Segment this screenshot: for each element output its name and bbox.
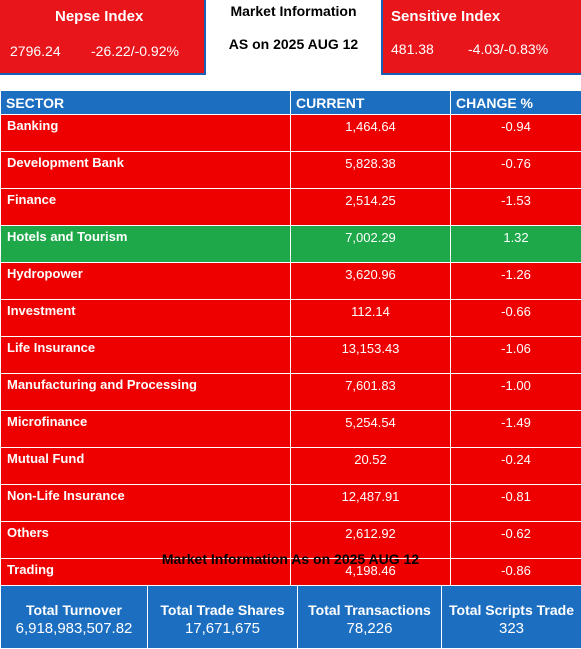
total-value: 323 [498,620,525,637]
sensitive-index-title: Sensitive Index [391,8,501,25]
total-label: Total Scripts Trade [449,602,574,618]
sector-name: Development Bank [0,151,291,189]
sector-name: Manufacturing and Processing [0,373,291,411]
totals-row: Total Turnover 6,918,983,507.82 Total Trad… [0,585,581,649]
sector-name: Life Insurance [0,336,291,374]
nepse-index-change: -26.22/-0.92% [91,43,179,59]
total-value: 78,226 [346,620,393,637]
nepse-index-value: 2796.24 [10,43,61,59]
total-cell: Total Trade Shares 17,671,675 [147,585,298,649]
sector-change: -0.24 [450,447,581,485]
sector-change: -1.00 [450,373,581,411]
header-sector: SECTOR [0,90,291,115]
total-label: Total Trade Shares [160,602,285,618]
table-row: Banking 1,464.64 -0.94 [0,114,581,152]
table-row: Others 2,612.92 -0.62 [0,521,581,559]
total-label: Total Turnover [26,602,122,618]
sector-change: -0.81 [450,484,581,522]
table-row: Non-Life Insurance 12,487.91 -0.81 [0,484,581,522]
table-row: Hotels and Tourism 7,002.29 1.32 [0,225,581,263]
sector-change: -1.06 [450,336,581,374]
sector-name: Hotels and Tourism [0,225,291,263]
sensitive-index-value: 481.38 [391,41,434,57]
total-cell: Total Turnover 6,918,983,507.82 [0,585,148,649]
nepse-index-title: Nepse Index [55,8,144,25]
sector-current: 5,828.38 [290,151,451,189]
header-current: CURRENT [290,90,451,115]
total-cell: Total Transactions 78,226 [297,585,442,649]
sector-current: 13,153.43 [290,336,451,374]
total-value: 6,918,983,507.82 [15,620,133,637]
table-row: Microfinance 5,254.54 -1.49 [0,410,581,448]
total-label: Total Transactions [308,602,431,618]
sector-current: 7,601.83 [290,373,451,411]
header-change: CHANGE % [450,90,581,115]
sector-current: 20.52 [290,447,451,485]
table-row: Manufacturing and Processing 7,601.83 -1.0… [0,373,581,411]
total-cell: Total Scripts Trade 323 [441,585,581,649]
sector-name: Others [0,521,291,559]
sector-name: Finance [0,188,291,226]
sensitive-index-box: Sensitive Index 481.38 -4.03/-0.83% [381,0,581,75]
sector-current: 112.14 [290,299,451,337]
sector-current: 7,002.29 [290,225,451,263]
sector-change: -1.49 [450,410,581,448]
table-row: Finance 2,514.25 -1.53 [0,188,581,226]
sector-name: Non-Life Insurance [0,484,291,522]
table-row: Mutual Fund 20.52 -0.24 [0,447,581,485]
sector-name: Banking [0,114,291,152]
table-row: Development Bank 5,828.38 -0.76 [0,151,581,189]
sector-change: -0.66 [450,299,581,337]
sector-change: 1.32 [450,225,581,263]
sector-table: SECTOR CURRENT CHANGE % Banking 1,464.64-… [0,90,581,596]
market-info-subtitle: Market Information As on 2025 AUG 12 [161,551,420,567]
sector-name: Hydropower [0,262,291,300]
sector-current: 1,464.64 [290,114,451,152]
sector-current: 3,620.96 [290,262,451,300]
sensitive-index-change: -4.03/-0.83% [468,41,549,57]
total-value: 17,671,675 [184,620,261,637]
nepse-index-box: Nepse Index 2796.24 -26.22/-0.92% [0,0,206,75]
sector-change: -1.26 [450,262,581,300]
sector-change: -0.94 [450,114,581,152]
sector-current: 12,487.91 [290,484,451,522]
table-row: Hydropower 3,620.96 -1.26 [0,262,581,300]
totals-table: Total Turnover 6,918,983,507.82 Total Trad… [0,585,581,649]
market-info-date: AS on 2025 AUG 12 [228,36,359,52]
table-row: Investment 112.14 -0.66 [0,299,581,337]
market-info-heading: Market Information [230,3,357,19]
sector-change: -1.53 [450,188,581,226]
sector-current: 2,514.25 [290,188,451,226]
sector-table-header: SECTOR CURRENT CHANGE % [0,90,581,115]
sector-name: Investment [0,299,291,337]
sector-name: Microfinance [0,410,291,448]
sector-change: -0.76 [450,151,581,189]
table-row: Life Insurance 13,153.43 -1.06 [0,336,581,374]
sector-current: 5,254.54 [290,410,451,448]
sector-name: Mutual Fund [0,447,291,485]
